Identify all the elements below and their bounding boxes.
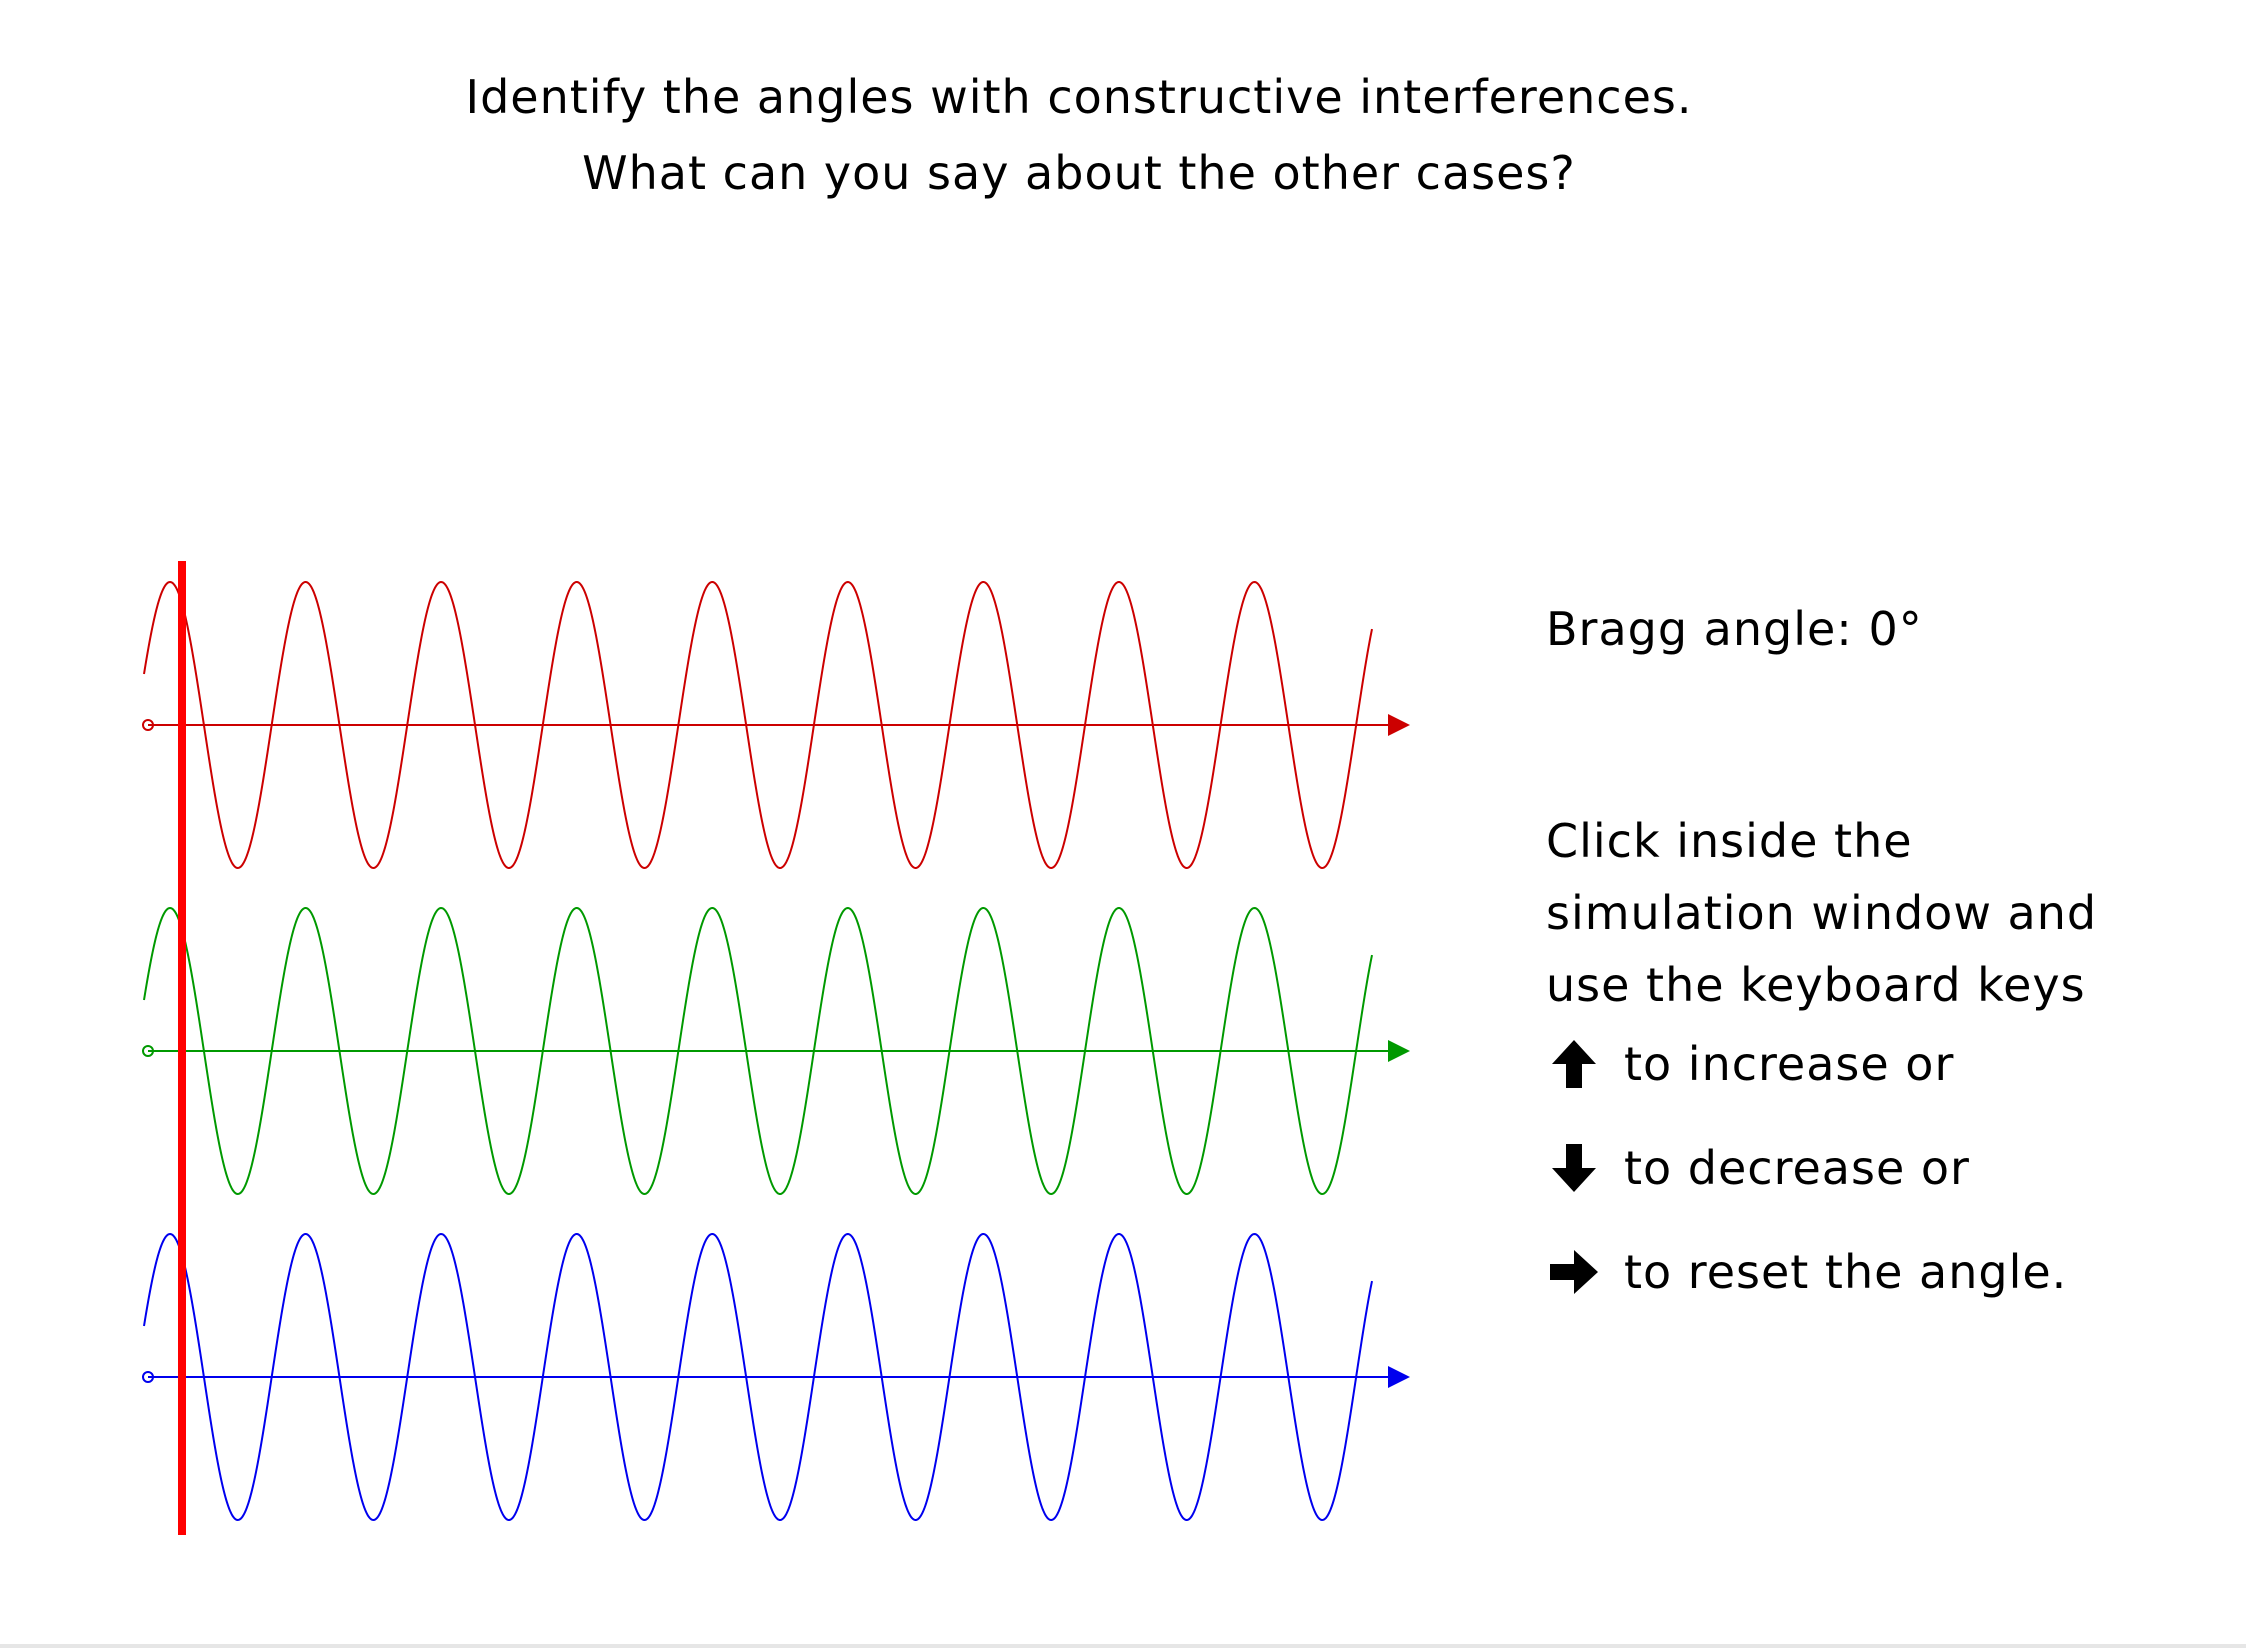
key-hint-reset: to reset the angle. — [1546, 1244, 2067, 1300]
waves-layer — [142, 580, 1410, 1522]
key-hint-increase-text: to increase or — [1624, 1037, 1955, 1091]
bragg-angle-label: Bragg angle: — [1546, 602, 1853, 656]
arrow-down-icon — [1546, 1140, 1602, 1196]
axis-arrowhead-bottom — [1388, 1366, 1410, 1388]
wave-bottom — [143, 1232, 1373, 1522]
origin-point-top — [142, 719, 154, 731]
origin-point-middle — [142, 1045, 154, 1057]
arrow-up-icon — [1546, 1036, 1602, 1092]
instruction-line-2: simulation window and — [1546, 886, 2098, 940]
key-hint-decrease: to decrease or — [1546, 1140, 1970, 1196]
wave-middle — [143, 906, 1373, 1196]
axis-arrowhead-middle — [1388, 1040, 1410, 1062]
prompt-line-1: Identify the angles with constructive in… — [465, 70, 1693, 124]
prompt-line-2: What can you say about the other cases? — [582, 146, 1576, 200]
origin-point-bottom — [142, 1371, 154, 1383]
axis-arrowhead-top — [1388, 714, 1410, 736]
bragg-angle-readout: Bragg angle: 0° — [1546, 606, 1923, 652]
window-bottom-border — [0, 1644, 2246, 1648]
instruction-line-1: Click inside the — [1546, 814, 1913, 868]
key-hint-decrease-text: to decrease or — [1624, 1141, 1970, 1195]
bragg-angle-value: 0° — [1868, 602, 1923, 656]
instruction-line-3: use the keyboard keys — [1546, 958, 2086, 1012]
arrow-right-icon — [1546, 1244, 1602, 1300]
wave-top — [143, 580, 1373, 870]
key-hint-reset-text: to reset the angle. — [1624, 1245, 2068, 1299]
key-hint-increase: to increase or — [1546, 1036, 1954, 1092]
